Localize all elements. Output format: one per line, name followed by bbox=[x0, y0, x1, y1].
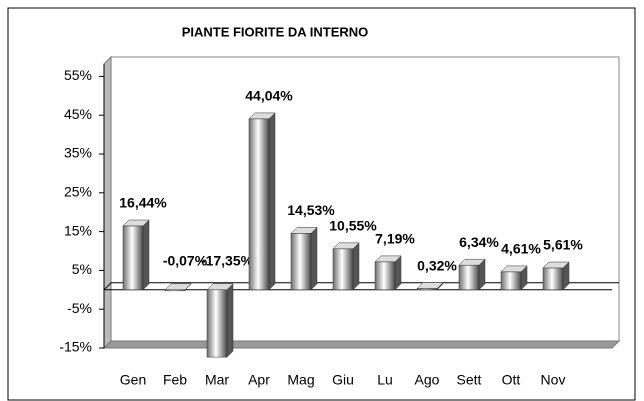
x-tick-label: Lu bbox=[377, 372, 393, 388]
data-label: 16,44% bbox=[119, 195, 167, 211]
data-label: 6,34% bbox=[459, 234, 499, 250]
bar-side bbox=[310, 226, 318, 291]
bar bbox=[500, 271, 522, 291]
data-label: 44,04% bbox=[245, 88, 293, 104]
data-label: -17,35% bbox=[201, 253, 254, 269]
y-tick-label: 55% bbox=[64, 67, 92, 83]
bar bbox=[542, 267, 564, 291]
bar-side bbox=[268, 112, 276, 291]
y-tick-label: 15% bbox=[64, 222, 92, 238]
bar bbox=[290, 233, 312, 291]
y-tick-label: -15% bbox=[59, 339, 92, 355]
zero-line bbox=[103, 282, 112, 291]
chart-title: PIANTE FIORITE DA INTERNO bbox=[182, 24, 369, 39]
floor bbox=[102, 340, 621, 349]
data-label: 4,61% bbox=[501, 241, 541, 257]
back-wall bbox=[110, 56, 620, 342]
x-tick-label: Gen bbox=[120, 372, 146, 388]
bar bbox=[248, 118, 270, 291]
x-tick-label: Mar bbox=[205, 372, 229, 388]
x-tick-label: Feb bbox=[163, 372, 187, 388]
bar bbox=[416, 288, 438, 291]
bar-side bbox=[142, 219, 150, 291]
bar bbox=[164, 289, 186, 292]
side-wall bbox=[103, 55, 112, 350]
x-tick-label: Ago bbox=[415, 372, 440, 388]
x-tick-label: Apr bbox=[248, 372, 270, 388]
x-tick-label: Sett bbox=[457, 372, 482, 388]
y-tick-label: 25% bbox=[64, 184, 92, 200]
data-label: 7,19% bbox=[375, 231, 415, 247]
data-label: 5,61% bbox=[543, 237, 583, 253]
y-tick-label: 5% bbox=[72, 261, 92, 277]
bar bbox=[332, 248, 354, 291]
bar bbox=[206, 289, 228, 358]
data-label: 14,53% bbox=[287, 202, 335, 218]
x-tick-label: Mag bbox=[287, 372, 314, 388]
x-tick-label: Giu bbox=[332, 372, 354, 388]
x-tick-label: Nov bbox=[541, 372, 566, 388]
data-label: 0,32% bbox=[417, 257, 457, 273]
y-tick-label: 45% bbox=[64, 106, 92, 122]
bar-side bbox=[226, 283, 234, 358]
data-label: -0,07% bbox=[163, 253, 208, 269]
bar bbox=[374, 261, 396, 291]
bar bbox=[122, 225, 144, 291]
y-tick-label: -5% bbox=[67, 300, 92, 316]
bar bbox=[458, 264, 480, 291]
data-label: 10,55% bbox=[329, 218, 377, 234]
bar-side bbox=[352, 242, 360, 291]
y-tick-label: 35% bbox=[64, 145, 92, 161]
x-tick-label: Ott bbox=[502, 372, 521, 388]
